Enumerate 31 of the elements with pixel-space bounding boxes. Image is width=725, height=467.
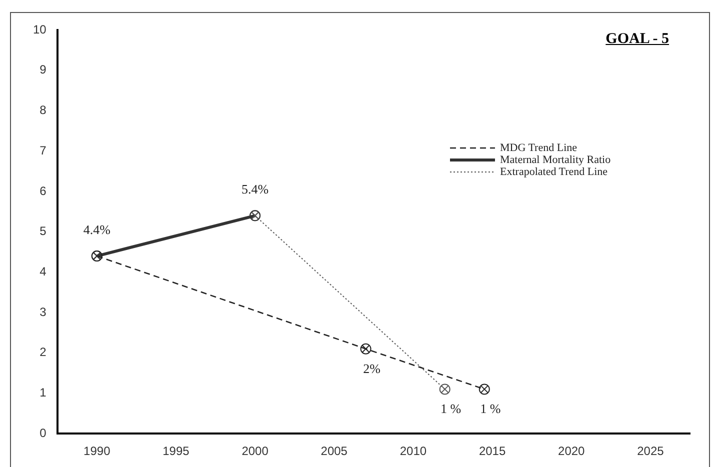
x-tick-label: 1990 [84,444,111,458]
point [478,384,490,395]
y-tick-label: 4 [40,264,47,278]
y-tick-label: 9 [40,62,47,77]
x-tick-label: 2020 [558,444,586,458]
x-tick-label: 2025 [637,444,664,458]
data-label: 1 % [440,401,462,416]
y-tick-label: 3 [40,304,47,319]
chart-title: GOAL - 5 [606,31,669,48]
legend-label: MDG Trend Line [500,142,578,154]
y-tick-label: 6 [40,184,47,198]
y-tick-label: 0 [40,426,47,440]
y-tick-label: 7 [40,143,47,158]
point [360,343,372,354]
point [439,384,450,395]
x-tick-label: 2000 [242,444,269,458]
y-tick-label: 10 [32,22,47,36]
data-label: 5.4% [242,182,269,197]
x-tick-label: 2010 [400,444,427,458]
y-tick-label: 1 [40,386,47,400]
legend-label: Maternal Mortality Ratio [500,154,612,166]
y-tick-label: 5 [40,224,47,238]
data-label: 4.4% [83,222,111,238]
legend-label: Extrapolated Trend Line [500,166,608,178]
data-label: 1 % [480,401,501,416]
data-label: 2% [363,360,381,376]
y-tick-label: 8 [40,103,47,118]
x-tick-label: 1995 [162,444,190,458]
x-tick-label: 2015 [478,444,506,458]
y-tick-label: 2 [40,345,47,360]
x-tick-label: 2005 [320,444,348,458]
